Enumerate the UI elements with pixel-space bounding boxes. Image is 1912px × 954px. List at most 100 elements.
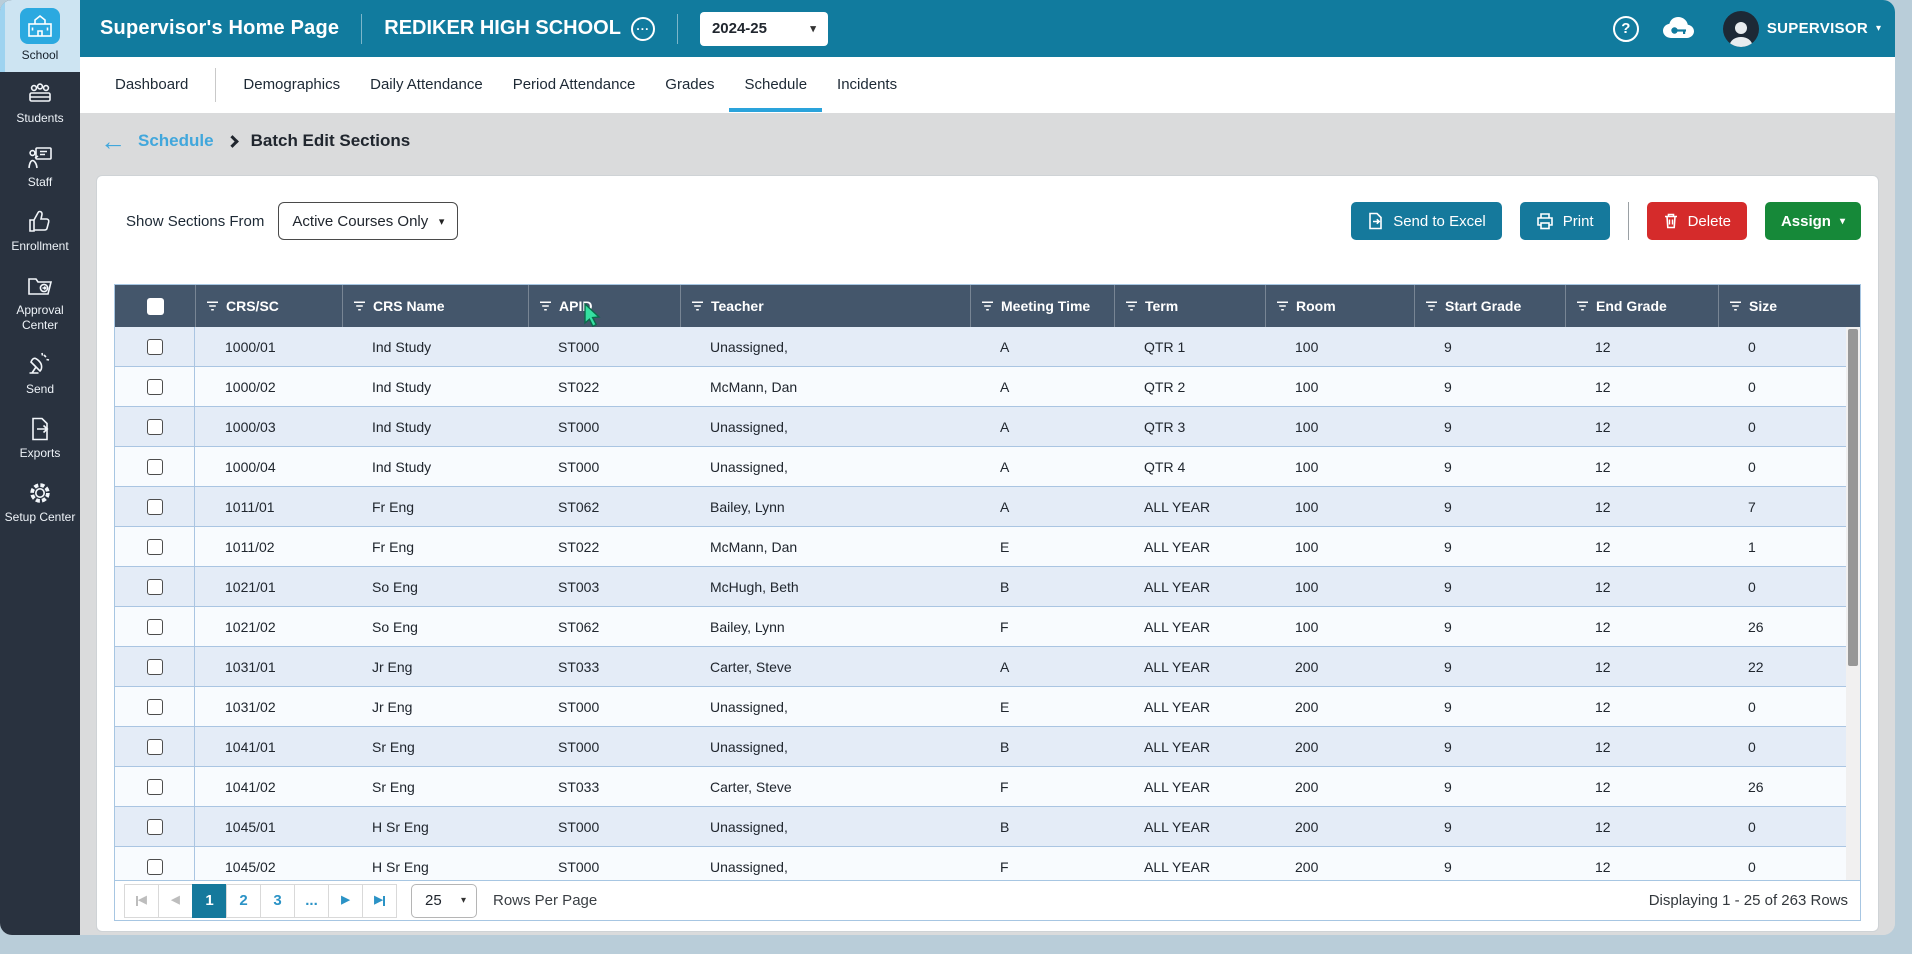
sections-filter-select[interactable]: Active Courses Only ▾ <box>278 202 459 240</box>
row-checkbox[interactable] <box>146 818 163 835</box>
column-header-size[interactable]: Size <box>1718 285 1860 327</box>
sidebar-item-exports[interactable]: Exports <box>0 407 80 471</box>
chevron-right-icon <box>225 134 239 148</box>
table-row[interactable]: 1000/04 Ind Study ST000 Unassigned, A QTR 4 10… <box>115 447 1846 487</box>
row-checkbox[interactable] <box>146 498 163 515</box>
printer-icon <box>1536 213 1553 230</box>
help-icon[interactable]: ? <box>1612 15 1639 42</box>
print-button[interactable]: Print <box>1519 202 1610 240</box>
table-row[interactable]: 1041/01 Sr Eng ST000 Unassigned, B ALL YEAR 20… <box>115 727 1846 767</box>
row-checkbox[interactable] <box>146 658 163 675</box>
row-checkbox[interactable] <box>146 458 163 475</box>
cell-meeting-time: F <box>1000 618 1009 635</box>
tab-demographics[interactable]: Demographics <box>243 76 341 93</box>
table-row[interactable]: 1045/01 H Sr Eng ST000 Unassigned, B ALL YEAR… <box>115 807 1846 847</box>
filter-icon[interactable] <box>1125 300 1138 312</box>
column-header-crs-sc[interactable]: CRS/SC <box>195 285 342 327</box>
table-row[interactable]: 1000/01 Ind Study ST000 Unassigned, A QTR 1 10… <box>115 327 1846 367</box>
delete-button[interactable]: Delete <box>1646 202 1747 240</box>
filter-icon[interactable] <box>1576 300 1589 312</box>
header-divider <box>361 13 363 44</box>
column-label: Room <box>1296 298 1336 314</box>
row-checkbox[interactable] <box>146 858 163 875</box>
vertical-scrollbar[interactable] <box>1846 327 1860 880</box>
filter-icon[interactable] <box>981 300 994 312</box>
column-header-start-grade[interactable]: Start Grade <box>1414 285 1565 327</box>
row-checkbox[interactable] <box>146 418 163 435</box>
row-checkbox[interactable] <box>146 578 163 595</box>
cell-end-grade: 12 <box>1595 618 1611 635</box>
page-button-2[interactable]: 2 <box>226 883 261 918</box>
filter-icon[interactable] <box>1729 300 1742 312</box>
table-row[interactable]: 1021/01 So Eng ST003 McHugh, Beth B ALL YEAR 1… <box>115 567 1846 607</box>
table-row[interactable]: 1041/02 Sr Eng ST033 Carter, Steve F ALL YEAR… <box>115 767 1846 807</box>
cell-start-grade: 9 <box>1444 538 1452 555</box>
column-header-term[interactable]: Term <box>1114 285 1265 327</box>
filter-icon[interactable] <box>353 300 366 312</box>
sidebar-item-enrollment[interactable]: Enrollment <box>0 200 80 264</box>
table-row[interactable]: 1021/02 So Eng ST062 Bailey, Lynn F ALL YEAR 1… <box>115 607 1846 647</box>
row-checkbox-cell <box>115 767 195 806</box>
column-header-teacher[interactable]: Teacher <box>680 285 970 327</box>
tab-incidents[interactable]: Incidents <box>837 76 898 93</box>
row-checkbox[interactable] <box>146 618 163 635</box>
tab-dashboard[interactable]: Dashboard <box>115 76 189 93</box>
column-header-apid[interactable]: APID <box>528 285 680 327</box>
sidebar-item-send[interactable]: Send <box>0 343 80 407</box>
assign-button[interactable]: Assign ▾ <box>1764 202 1861 240</box>
page-button-3[interactable]: 3 <box>260 883 295 918</box>
cell-room: 100 <box>1295 338 1319 355</box>
row-checkbox[interactable] <box>146 338 163 355</box>
sidebar-item-label: School <box>21 48 59 62</box>
page-button--[interactable]: ... <box>294 883 329 918</box>
column-header-meeting-time[interactable]: Meeting Time <box>970 285 1114 327</box>
row-checkbox[interactable] <box>146 378 163 395</box>
column-header-room[interactable]: Room <box>1265 285 1414 327</box>
column-header-end-grade[interactable]: End Grade <box>1565 285 1718 327</box>
next-page-button[interactable]: ▶ <box>328 883 363 918</box>
tab-schedule[interactable]: Schedule <box>729 58 823 112</box>
school-year-select[interactable]: 2024-25 ▾ <box>699 11 828 46</box>
row-checkbox[interactable] <box>146 738 163 755</box>
cloud-key-icon[interactable] <box>1661 15 1701 43</box>
row-checkbox[interactable] <box>146 778 163 795</box>
cell-teacher: Unassigned, <box>710 818 788 835</box>
last-page-button[interactable]: ▶ <box>362 883 397 918</box>
filter-icon[interactable] <box>539 300 552 312</box>
cell-end-grade: 12 <box>1595 778 1611 795</box>
filter-icon[interactable] <box>1276 300 1289 312</box>
page-button-1[interactable]: 1 <box>192 883 227 918</box>
table-row[interactable]: 1000/03 Ind Study ST000 Unassigned, A QTR 3 10… <box>115 407 1846 447</box>
sidebar-item-students[interactable]: Students <box>0 72 80 136</box>
table-row[interactable]: 1031/01 Jr Eng ST033 Carter, Steve A ALL YEAR… <box>115 647 1846 687</box>
sidebar-item-school[interactable]: School <box>0 0 80 72</box>
send-to-excel-button[interactable]: Send to Excel <box>1351 202 1502 240</box>
school-options-icon[interactable]: ... <box>630 16 655 41</box>
filter-icon[interactable] <box>691 300 704 312</box>
first-page-button[interactable]: ◀ <box>124 883 159 918</box>
row-checkbox[interactable] <box>146 538 163 555</box>
select-all-checkbox[interactable] <box>146 297 164 315</box>
tab-period-attendance[interactable]: Period Attendance <box>512 76 636 93</box>
sidebar-item-setup-center[interactable]: Setup Center <box>0 471 80 535</box>
sidebar-item-approval-center[interactable]: Approval Center <box>0 264 80 343</box>
back-arrow-icon[interactable]: ← <box>100 126 126 156</box>
table-row[interactable]: 1000/02 Ind Study ST022 McMann, Dan A QTR 2 10… <box>115 367 1846 407</box>
row-checkbox[interactable] <box>146 698 163 715</box>
rows-per-page-select[interactable]: 25 ▾ <box>411 883 477 918</box>
user-menu[interactable]: SUPERVISOR ▾ <box>1722 10 1881 47</box>
table-row[interactable]: 1045/02 H Sr Eng ST000 Unassigned, F ALL YEAR… <box>115 847 1846 880</box>
tab-grades[interactable]: Grades <box>665 76 715 93</box>
filter-icon[interactable] <box>1425 300 1438 312</box>
previous-page-button[interactable]: ◀ <box>158 883 193 918</box>
tab-daily-attendance[interactable]: Daily Attendance <box>370 76 483 93</box>
filter-icon[interactable] <box>206 300 219 312</box>
table-row[interactable]: 1011/01 Fr Eng ST062 Bailey, Lynn A ALL YEAR 1… <box>115 487 1846 527</box>
table-row[interactable]: 1031/02 Jr Eng ST000 Unassigned, E ALL YEAR 20… <box>115 687 1846 727</box>
column-header-crs-name[interactable]: CRS Name <box>342 285 528 327</box>
scrollbar-thumb[interactable] <box>1848 329 1858 667</box>
sidebar-item-staff[interactable]: Staff <box>0 136 80 200</box>
cell-size: 0 <box>1748 418 1756 435</box>
table-row[interactable]: 1011/02 Fr Eng ST022 McMann, Dan E ALL YEAR 10… <box>115 527 1846 567</box>
breadcrumb-parent-link[interactable]: Schedule <box>138 131 214 150</box>
